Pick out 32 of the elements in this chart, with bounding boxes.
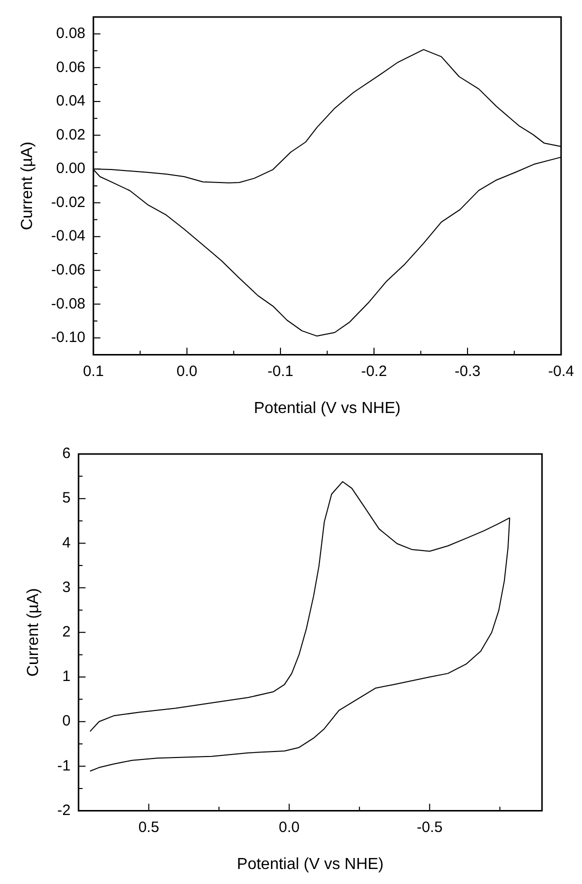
y-tick-label: 3 [62, 578, 71, 596]
y-tick-label: -1 [57, 757, 71, 774]
y-tick-label: 0.08 [56, 25, 86, 42]
y-tick-label: 4 [62, 534, 71, 552]
y-tick-label: -0.04 [51, 228, 86, 245]
x-tick-label: 0.0 [278, 818, 300, 836]
y-tick-label: 0.02 [56, 126, 86, 144]
x-axis-title: Potential (V vs NHE) [236, 856, 384, 873]
y-tick-label: 2 [62, 624, 71, 641]
y-tick-label: -0.02 [51, 194, 86, 211]
y-tick-label: 6 [62, 445, 71, 462]
y-tick-label: 0.06 [56, 58, 86, 76]
y-tick-label: 5 [62, 490, 71, 507]
x-tick-label: 0.0 [176, 362, 198, 380]
y-tick-label: -0.06 [51, 261, 86, 278]
y-tick-label: 0 [62, 712, 71, 730]
y-tick-label: 0.00 [56, 160, 86, 178]
x-tick-label: -0.3 [454, 362, 480, 380]
y-tick-label: -2 [57, 802, 71, 819]
x-tick-label: -0.2 [361, 362, 387, 380]
x-tick-label: 0.5 [138, 818, 160, 836]
y-tick-label: 0.04 [56, 92, 86, 110]
y-axis-title: Current (µA) [19, 142, 36, 230]
x-tick-label: -0.4 [548, 362, 574, 380]
y-tick-label: -0.10 [51, 329, 86, 346]
y-tick-label: -0.08 [51, 295, 86, 312]
x-tick-label: -0.5 [416, 818, 443, 836]
y-axis-title: Current (µA) [25, 588, 42, 677]
y-tick-label: 1 [62, 668, 71, 686]
x-tick-label: 0.1 [82, 362, 104, 380]
x-tick-label: -0.1 [268, 362, 294, 380]
x-axis-title: Potential (V vs NHE) [254, 400, 401, 417]
